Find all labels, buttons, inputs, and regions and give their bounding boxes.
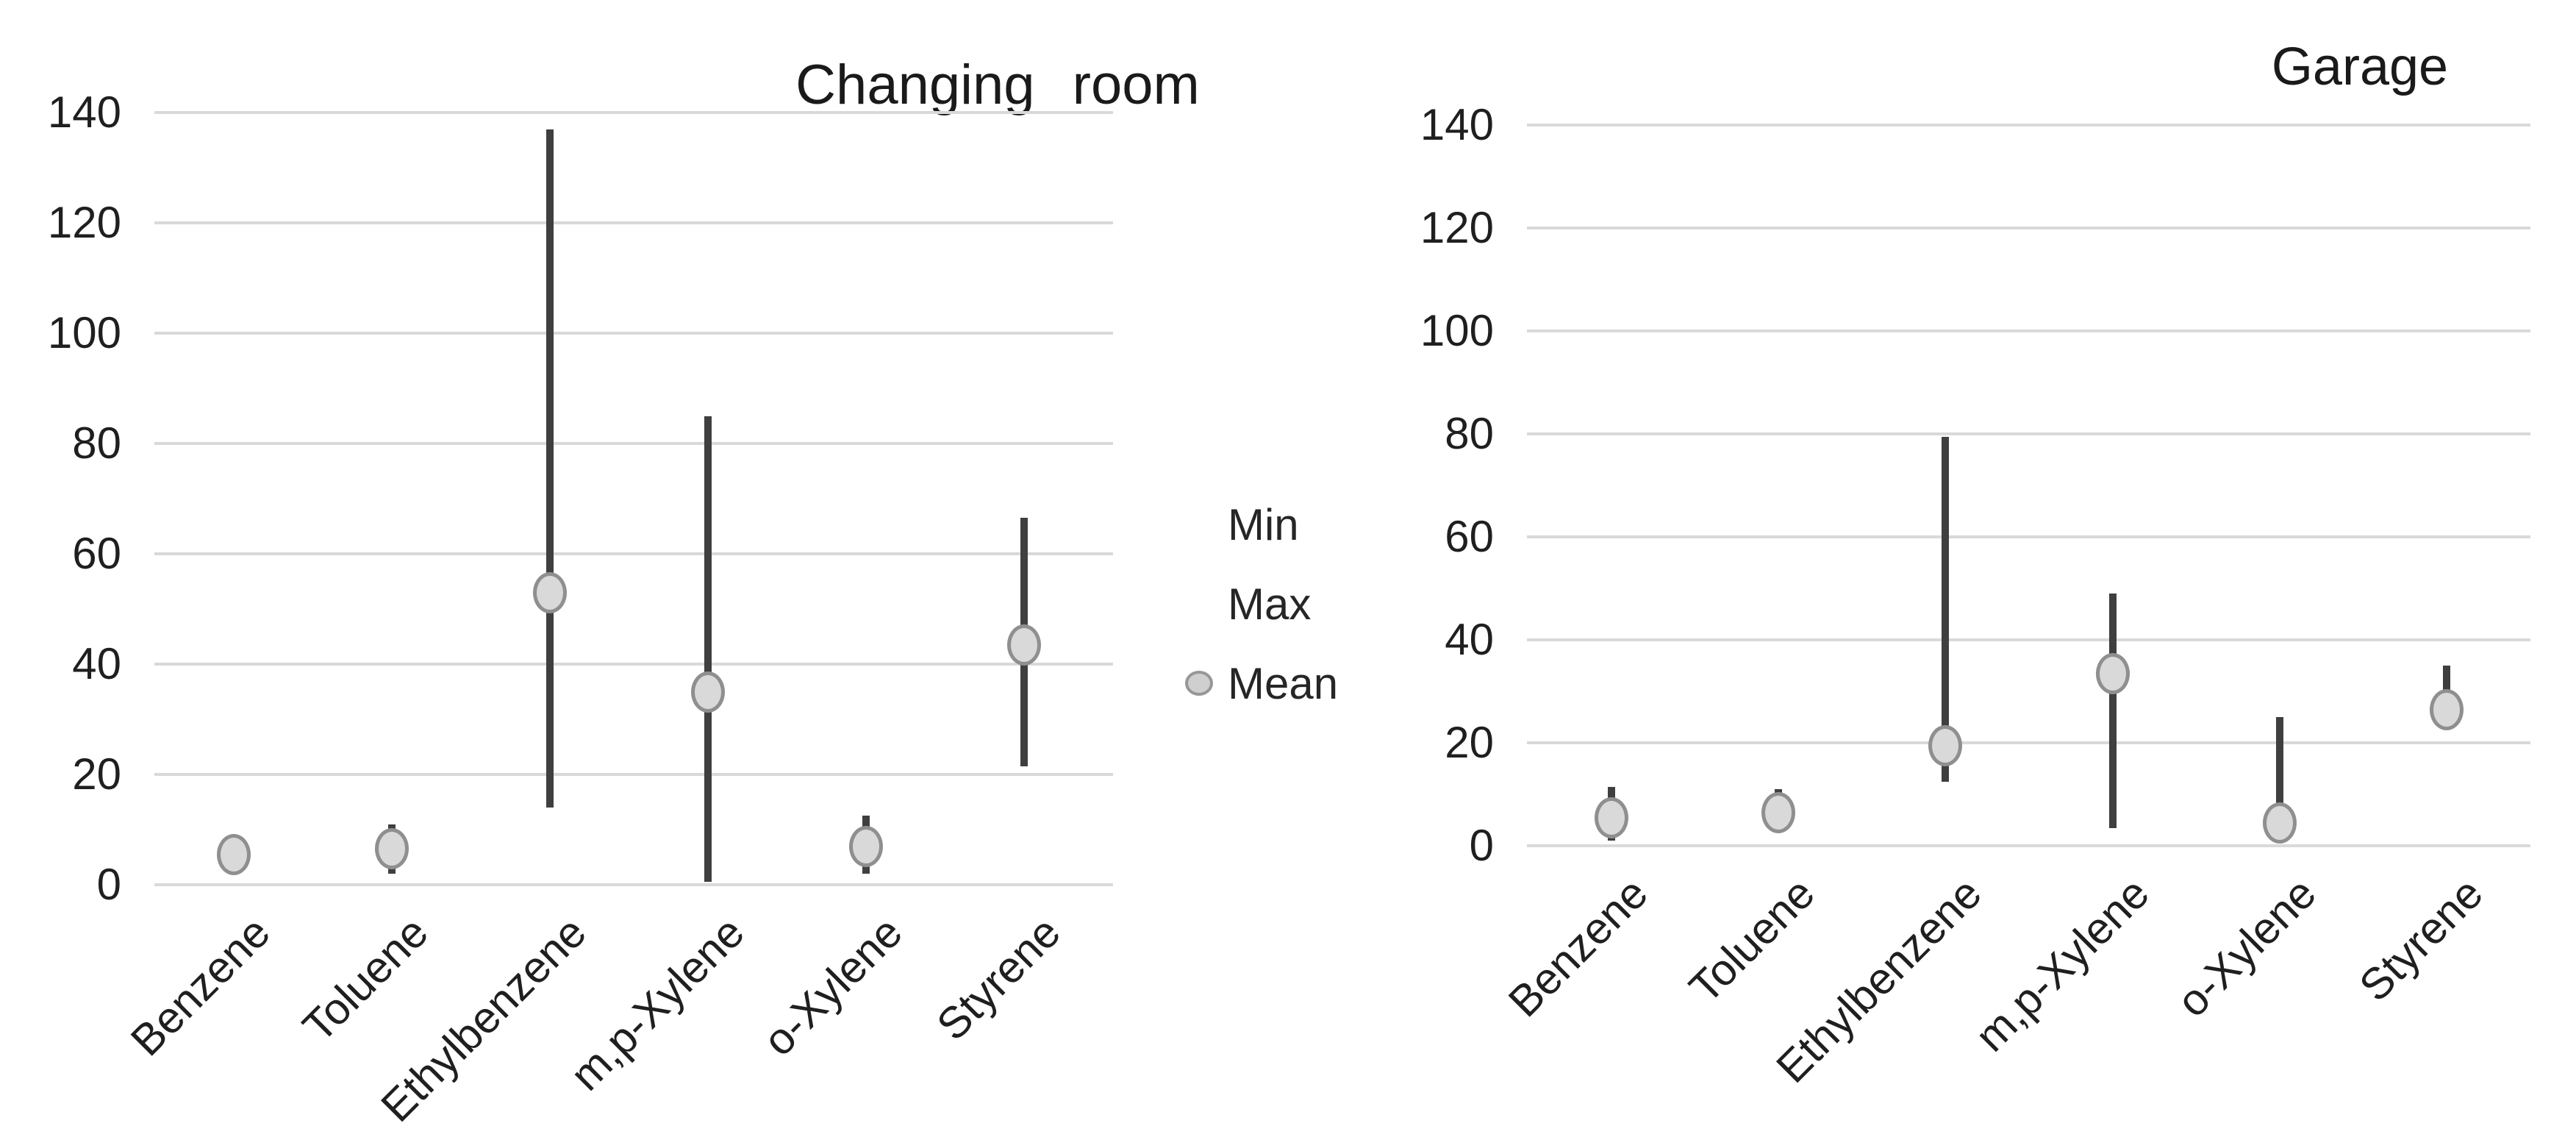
gridline-y60	[1527, 535, 2530, 538]
chart-garage: Garage 0 20 40 60 80 100 120 140 Benzene Toluene E…	[1288, 0, 2576, 1137]
mean-marker-o-Xylene	[2263, 802, 2297, 844]
gridline-y60	[154, 552, 1113, 555]
gridline-y120	[154, 221, 1113, 224]
gridline-y40	[154, 663, 1113, 666]
legend-item-min: Min	[1185, 499, 1338, 549]
gridline-y20	[1527, 741, 2530, 744]
mean-marker-Benzene	[1594, 796, 1628, 838]
mean-marker-Benzene	[216, 833, 251, 875]
gridline-y0	[154, 883, 1113, 886]
gridline-y80	[1527, 432, 2530, 435]
mean-marker-Toluene	[374, 828, 409, 870]
gridline-y80	[154, 442, 1113, 445]
chart-title-garage: Garage	[2271, 38, 2449, 96]
y-tick-label: 140	[1420, 100, 1494, 149]
legend-label-min: Min	[1228, 499, 1299, 549]
y-tick-label: 80	[1445, 409, 1494, 458]
legend-item-max: Max	[1185, 579, 1338, 629]
y-tick-label: 60	[1445, 512, 1494, 561]
y-tick-label: 20	[1445, 718, 1494, 767]
range-whisker-m,p-Xylene	[704, 416, 712, 883]
y-tick-label: 0	[96, 860, 121, 909]
mean-marker-Styrene	[2430, 688, 2464, 730]
mean-marker-Styrene	[1006, 624, 1041, 666]
legend: Min Max Mean	[1185, 499, 1339, 740]
y-tick-label: 20	[72, 749, 121, 799]
legend-label-max: Max	[1228, 579, 1312, 629]
gridline-y120	[1527, 227, 2530, 229]
range-whisker-m,p-Xylene	[2108, 594, 2117, 828]
mean-marker-m,p-Xylene	[690, 671, 725, 713]
chart-title-changing-room: Changing room	[795, 54, 1200, 116]
y-tick-label: 40	[72, 639, 121, 688]
y-tick-label: 60	[72, 529, 121, 578]
y-tick-label: 140	[47, 88, 121, 137]
legend-label-mean: Mean	[1228, 658, 1339, 708]
legend-marker-slot	[1185, 660, 1228, 706]
chart-changing-room: Changing room 0 20 40 60 80 100 120 140 Benzene T…	[47, 54, 1200, 1131]
gridline-y0	[1527, 844, 2530, 847]
mean-legend-circle-icon	[1185, 671, 1213, 696]
mean-marker-Ethylbenzene	[1928, 724, 1963, 766]
range-whisker-Ethylbenzene	[1942, 436, 1950, 782]
legend-marker-slot	[1185, 502, 1228, 547]
y-tick-label: 40	[1445, 615, 1494, 664]
legend-marker-slot	[1185, 581, 1228, 627]
gridline-y100	[1527, 329, 2530, 332]
gridline-y140	[154, 111, 1113, 114]
gridline-y100	[154, 332, 1113, 335]
y-tick-label: 120	[47, 198, 121, 247]
mean-marker-Toluene	[1761, 791, 1795, 833]
legend-item-mean: Mean	[1185, 658, 1339, 708]
gridline-y40	[1527, 638, 2530, 641]
mean-marker-o-Xylene	[848, 825, 883, 867]
mean-marker-Ethylbenzene	[532, 571, 567, 613]
y-tick-label: 100	[47, 308, 121, 357]
y-tick-label: 0	[1469, 821, 1494, 870]
mean-marker-m,p-Xylene	[2095, 652, 2130, 694]
y-tick-label: 120	[1420, 203, 1494, 252]
gridline-y20	[154, 773, 1113, 776]
y-tick-label: 100	[1420, 306, 1494, 355]
gridline-y140	[1527, 124, 2530, 126]
range-whisker-Ethylbenzene	[545, 129, 554, 808]
range-whisker-o-Xylene	[2276, 717, 2283, 835]
y-tick-label: 80	[72, 418, 121, 468]
